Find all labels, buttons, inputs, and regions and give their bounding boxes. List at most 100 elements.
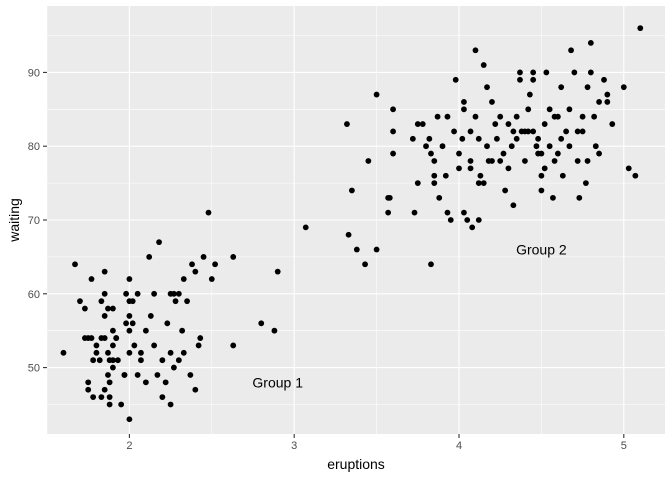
data-point <box>159 357 166 364</box>
data-point <box>110 342 116 349</box>
data-point <box>510 128 517 135</box>
data-point <box>106 394 113 401</box>
data-point <box>530 128 537 135</box>
data-point <box>625 165 632 172</box>
data-point <box>110 364 116 371</box>
data-point <box>172 298 179 305</box>
data-point <box>200 253 207 260</box>
data-point <box>559 172 566 179</box>
data-point <box>550 194 556 201</box>
data-point <box>505 165 512 172</box>
data-point <box>568 47 574 54</box>
data-point <box>620 84 627 91</box>
data-point <box>189 261 195 268</box>
data-point <box>461 99 467 105</box>
data-point <box>604 91 611 98</box>
data-point <box>373 91 380 98</box>
data-point <box>579 113 586 120</box>
data-point <box>442 172 449 179</box>
data-point <box>464 217 471 223</box>
data-point <box>126 276 133 282</box>
data-point <box>192 386 199 393</box>
data-point <box>574 128 581 135</box>
data-point <box>467 158 474 164</box>
data-point <box>373 246 380 253</box>
data-point <box>101 290 108 297</box>
data-point <box>362 261 368 268</box>
y-axis-title: waiting <box>6 198 22 243</box>
data-point <box>475 217 482 223</box>
data-point <box>192 268 199 275</box>
data-point <box>601 76 607 83</box>
x-axis-title: eruptions <box>327 456 385 472</box>
data-point <box>497 113 504 120</box>
data-point <box>574 158 581 164</box>
data-point <box>385 209 392 216</box>
data-point <box>154 372 161 378</box>
data-point <box>187 372 194 378</box>
data-point <box>530 76 537 83</box>
data-point <box>385 194 392 201</box>
data-point <box>146 253 153 260</box>
data-point <box>535 135 542 142</box>
x-tick-label: 4 <box>456 440 462 452</box>
data-point <box>434 113 441 120</box>
data-point <box>353 246 360 253</box>
data-point <box>126 349 133 356</box>
data-point <box>475 135 482 142</box>
data-point <box>101 268 108 275</box>
data-point <box>541 165 548 172</box>
data-point <box>302 224 309 231</box>
data-point <box>98 298 105 305</box>
data-point <box>439 143 446 150</box>
data-point <box>180 276 187 282</box>
data-point <box>113 335 120 341</box>
data-point <box>431 172 438 179</box>
data-point <box>138 357 144 364</box>
data-point <box>489 99 495 105</box>
data-point <box>344 121 350 127</box>
data-point <box>164 320 171 327</box>
data-point <box>447 217 454 223</box>
y-tick-label: 80 <box>28 141 40 153</box>
data-point <box>96 357 103 364</box>
data-point <box>609 121 616 127</box>
data-point <box>472 47 479 54</box>
data-point <box>90 394 97 401</box>
data-point <box>525 106 532 113</box>
data-point <box>500 150 507 157</box>
data-point <box>88 335 95 341</box>
x-tick-label: 2 <box>126 440 132 452</box>
data-point <box>582 180 589 187</box>
data-point <box>587 69 594 76</box>
data-point <box>184 298 190 305</box>
x-tick-label: 5 <box>621 440 627 452</box>
data-point <box>505 121 512 127</box>
data-point <box>428 150 434 157</box>
data-point <box>546 106 553 113</box>
data-point <box>541 121 548 127</box>
data-point <box>180 349 187 356</box>
data-point <box>167 401 174 408</box>
data-point <box>230 253 237 260</box>
x-axis: 2 3 4 5 <box>126 434 627 452</box>
data-point <box>114 357 121 364</box>
data-point <box>530 69 537 76</box>
data-point <box>82 305 88 312</box>
data-point <box>566 143 573 150</box>
data-point <box>558 135 565 142</box>
major-grid <box>47 6 665 434</box>
data-point <box>584 84 591 91</box>
data-point <box>508 143 515 150</box>
group-annotation: Group 1 <box>252 374 303 390</box>
data-point <box>584 158 591 164</box>
data-point <box>480 180 487 187</box>
data-point <box>390 128 396 135</box>
data-point <box>571 69 578 76</box>
data-point <box>517 76 523 83</box>
data-point <box>522 158 528 164</box>
data-point <box>411 209 418 216</box>
data-point <box>526 91 533 98</box>
data-point <box>85 379 92 386</box>
data-point <box>147 313 154 319</box>
